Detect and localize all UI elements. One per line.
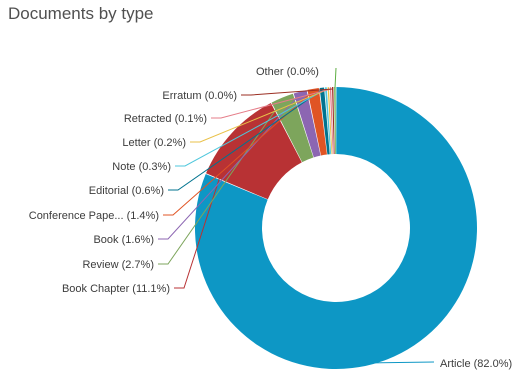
leader-line-conference-pape (163, 90, 314, 216)
slice-other[interactable] (334, 87, 336, 155)
slice-editorial[interactable] (319, 87, 330, 155)
slice-erratum[interactable] (332, 87, 335, 155)
leader-line-article (364, 361, 435, 364)
slice-note[interactable] (324, 87, 332, 155)
label-other: Other (0.0%) (256, 66, 319, 78)
leader-line-book (158, 93, 301, 240)
slice-review[interactable] (271, 93, 314, 163)
slice-retracted[interactable] (329, 87, 334, 155)
label-book: Book (1.6%) (93, 234, 154, 246)
leader-line-other (334, 67, 337, 89)
label-letter: Letter (0.2%) (122, 137, 186, 149)
slices (195, 87, 478, 369)
label-editorial: Editorial (0.6%) (89, 185, 164, 197)
label-conference-pape: Conference Pape... (1.4%) (29, 210, 159, 222)
leader-line-note (175, 88, 327, 167)
label-review: Review (2.7%) (82, 259, 154, 271)
slice-letter[interactable] (327, 87, 333, 155)
leader-line-letter (190, 88, 329, 143)
leader-line-retracted (211, 88, 331, 119)
label-retracted: Retracted (0.1%) (124, 113, 207, 125)
label-note: Note (0.3%) (112, 161, 171, 173)
slice-conference-pape[interactable] (307, 88, 327, 156)
slice-article[interactable] (195, 87, 478, 369)
leader-line-erratum (241, 88, 333, 96)
leader-lines (158, 67, 435, 364)
chart-title: Documents by type (8, 4, 154, 23)
slice-labels: Article (82.0%) Book Chapter (11.1%) Revie… (29, 66, 512, 370)
label-book-chapter: Book Chapter (11.1%) (62, 283, 170, 295)
slice-book[interactable] (293, 90, 321, 158)
leader-line-editorial (168, 89, 323, 191)
label-article: Article (82.0%) (440, 358, 512, 370)
label-erratum: Erratum (0.0%) (162, 90, 237, 102)
